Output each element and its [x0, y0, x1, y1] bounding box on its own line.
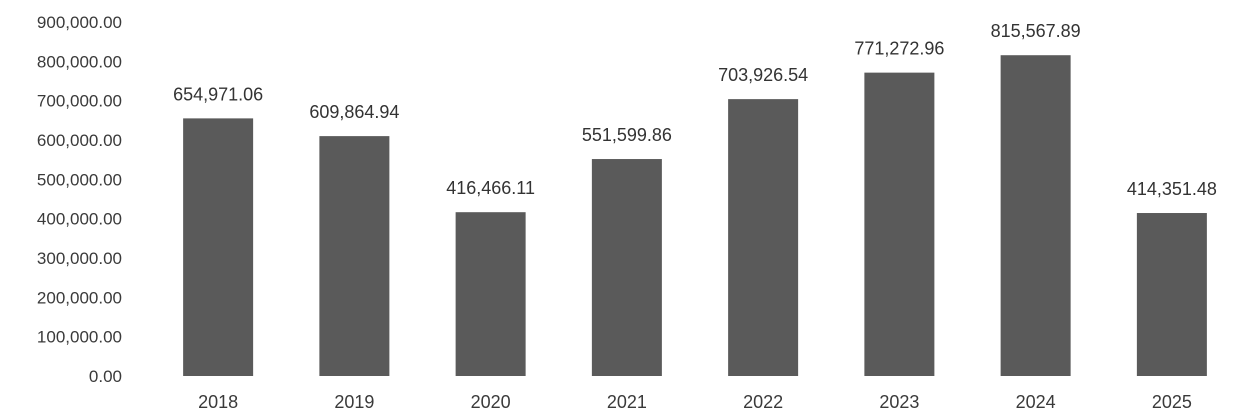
x-tick-label-2023: 2023 [879, 392, 919, 412]
y-tick-label: 500,000.00 [37, 170, 122, 189]
bar-2025 [1136, 213, 1207, 376]
bar-2023 [864, 72, 935, 377]
x-tick-label-2019: 2019 [334, 392, 374, 412]
bar-2019 [319, 136, 390, 376]
y-tick-label: 300,000.00 [37, 249, 122, 268]
bar-2022 [728, 99, 799, 377]
x-tick-label-2024: 2024 [1016, 392, 1056, 412]
data-label-2022: 703,926.54 [718, 65, 808, 85]
bar-2018 [183, 118, 254, 376]
data-label-2023: 771,272.96 [854, 39, 944, 59]
data-label-2018: 654,971.06 [173, 84, 263, 104]
x-tick-label-2020: 2020 [471, 392, 511, 412]
y-tick-label: 100,000.00 [37, 328, 122, 347]
x-tick-label-2021: 2021 [607, 392, 647, 412]
data-label-2020: 416,466.11 [446, 178, 535, 198]
y-axis-ticks: 0.00 100,000.00 200,000.00 300,000.00 400,00… [37, 13, 122, 386]
y-tick-label: 900,000.00 [37, 13, 122, 32]
bar-2024 [1000, 55, 1071, 377]
y-tick-label: 700,000.00 [37, 92, 122, 111]
bar-2020 [455, 212, 526, 376]
y-tick-label: 600,000.00 [37, 131, 122, 150]
y-tick-label: 400,000.00 [37, 210, 122, 229]
data-label-2024: 815,567.89 [991, 21, 1081, 41]
y-tick-label: 0.00 [89, 367, 122, 386]
x-tick-label-2025: 2025 [1152, 392, 1192, 412]
data-labels-group: 654,971.06 609,864.94 416,466.11 551,599.86… [173, 21, 1217, 199]
y-tick-label: 800,000.00 [37, 52, 122, 71]
data-label-2021: 551,599.86 [582, 125, 672, 145]
x-axis-labels: 2018 2019 2020 2021 2022 2023 2024 2025 [198, 392, 1192, 412]
x-tick-label-2018: 2018 [198, 392, 238, 412]
data-label-2025: 414,351.48 [1127, 179, 1217, 199]
bar-2021 [591, 159, 662, 376]
bars-group [183, 55, 1207, 377]
y-tick-label: 200,000.00 [37, 288, 122, 307]
x-tick-label-2022: 2022 [743, 392, 783, 412]
data-label-2019: 609,864.94 [309, 102, 399, 122]
